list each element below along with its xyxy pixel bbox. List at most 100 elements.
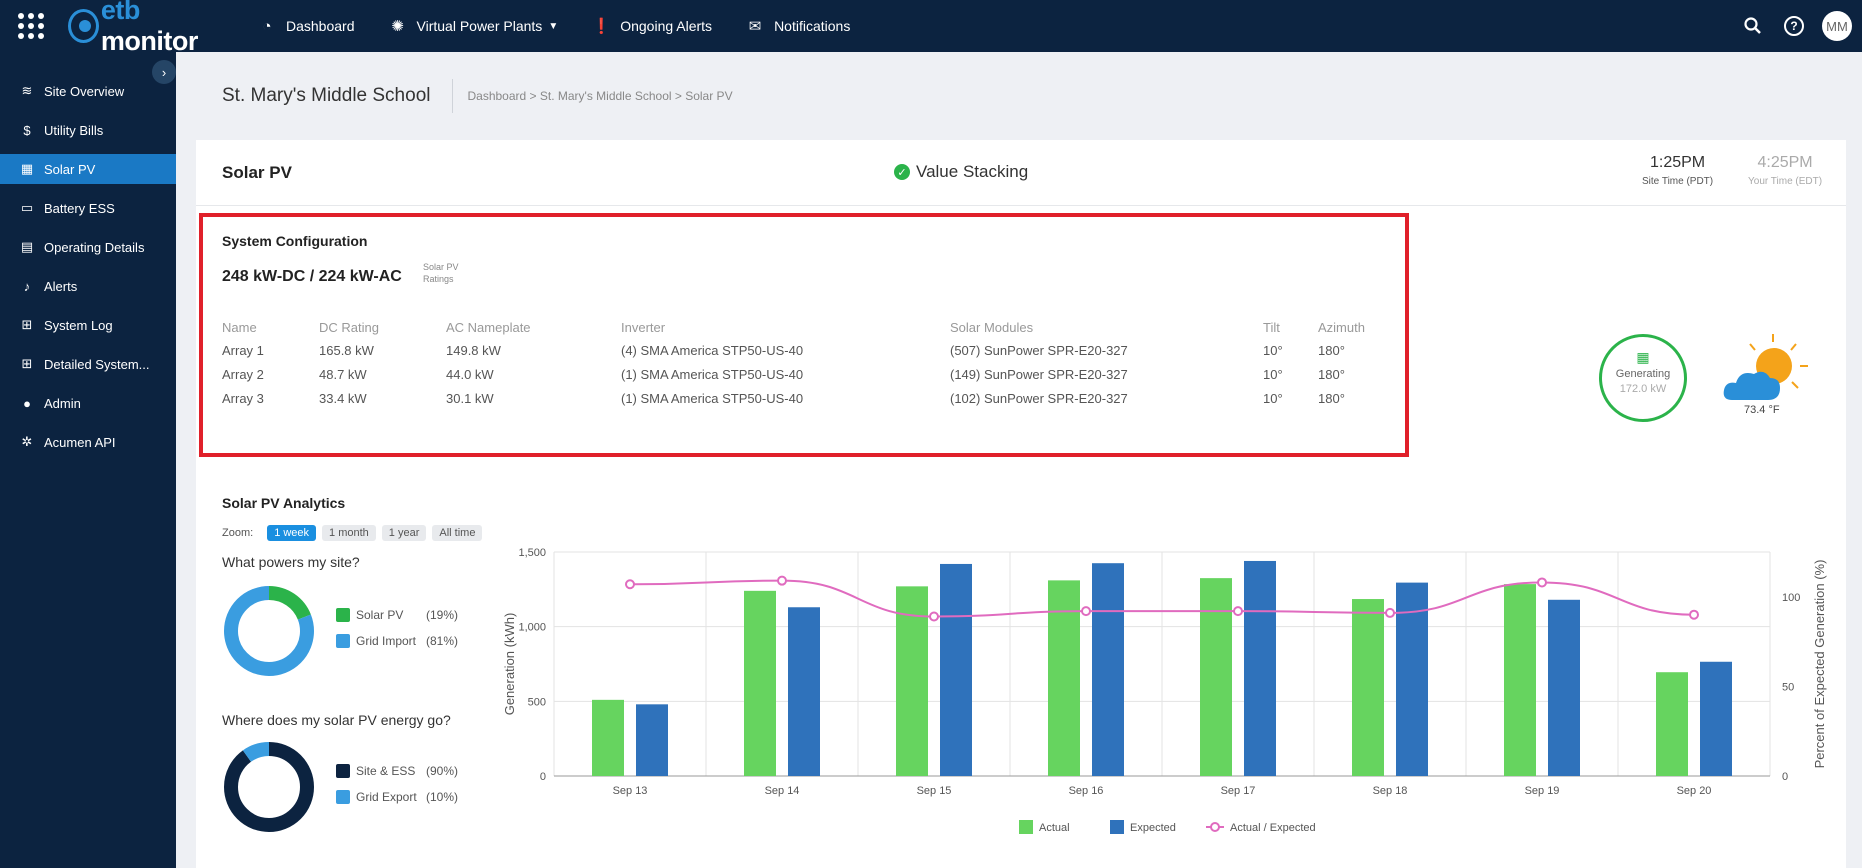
bar-actual	[896, 586, 928, 776]
table-cell: Array 2	[222, 366, 264, 382]
table-cell: 180°	[1318, 390, 1345, 406]
table-cell: (1) SMA America STP50-US-40	[621, 390, 804, 406]
sidebar-item-label: Battery ESS	[44, 200, 115, 216]
nav-ongoing-alerts[interactable]: ❗ Ongoing Alerts	[592, 17, 712, 35]
bar-actual	[1200, 578, 1232, 776]
legend-swatch-point	[1210, 822, 1220, 832]
bell-icon: ♪	[23, 278, 31, 294]
y-tick-label: 0	[540, 771, 546, 783]
sidebar-item-site-overview[interactable]: ≋ Site Overview	[0, 76, 176, 106]
y-axis-title: Generation (kWh)	[502, 613, 517, 716]
partly-cloudy-icon	[1723, 334, 1808, 400]
zoom-1-week-button[interactable]: 1 week	[267, 525, 317, 541]
legend-pct: (10%)	[426, 790, 459, 804]
apps-grid-icon[interactable]	[16, 11, 46, 41]
x-tick-label: Sep 16	[1069, 785, 1104, 797]
sidebar-item-label: Solar PV	[44, 161, 96, 177]
temperature: 73.4 °F	[1744, 404, 1780, 416]
nav-notifications[interactable]: ✉ Notifications	[746, 17, 851, 35]
table-cell: 10°	[1263, 390, 1283, 406]
legend-item: Expected	[1110, 820, 1176, 834]
alert-icon: ❗	[592, 18, 611, 35]
table-cell: 44.0 kW	[446, 366, 494, 382]
table-row: Array 2 48.7 kW 44.0 kW (1) SMA America …	[222, 362, 1388, 386]
sidebar-item-operating-details[interactable]: ▤ Operating Details	[0, 232, 176, 262]
legend-grid-import[interactable]: Grid Import (81%)	[336, 634, 458, 648]
legend-item: Actual	[1019, 820, 1070, 834]
site-time-value: 1:25PM	[1649, 154, 1706, 171]
logo-suffix: monitor	[100, 26, 199, 56]
table-icon: ⊞	[21, 317, 33, 332]
bar-expected	[1092, 563, 1124, 776]
table-cell: (4) SMA America STP50-US-40	[621, 342, 804, 358]
card-header: Solar PV ✓ Value Stacking 1:25PM Site Ti…	[196, 140, 1846, 206]
legend-swatch	[1019, 820, 1033, 834]
x-tick-label: Sep 18	[1373, 785, 1408, 797]
generating-label: Generating	[1615, 368, 1671, 380]
card-title: Solar PV	[222, 162, 292, 182]
search-icon[interactable]	[1744, 17, 1762, 35]
sidebar-item-system-log[interactable]: ⊞ System Log	[0, 310, 176, 340]
sidebar-item-label: Site Overview	[44, 83, 125, 99]
main-nav: ◔ Dashboard ✺ Virtual Power Plants ▼ ❗ O…	[258, 17, 884, 36]
vpp-icon: ✺	[391, 18, 404, 35]
legend-site-ess[interactable]: Site & ESS (90%)	[336, 764, 458, 778]
table-cell: 10°	[1263, 342, 1283, 358]
table-cell: 30.1 kW	[446, 390, 494, 406]
x-tick-label: Sep 14	[765, 785, 800, 797]
bar-expected	[636, 704, 668, 776]
logo[interactable]: etb monitor	[68, 0, 228, 57]
sidebar-item-admin[interactable]: ● Admin	[0, 388, 176, 418]
ratio-line	[629, 579, 1695, 618]
sidebar-item-label: Utility Bills	[44, 122, 104, 138]
chevron-down-icon: ▼	[548, 20, 559, 32]
legend-solar-pv[interactable]: Solar PV (19%)	[336, 608, 458, 622]
user-gear-icon: ●	[23, 395, 31, 411]
table-cell: 10°	[1263, 366, 1283, 382]
help-icon[interactable]: ?	[1784, 16, 1804, 36]
y2-axis-title: Percent of Expected Generation (%)	[1812, 560, 1827, 769]
legend-grid-export[interactable]: Grid Export (10%)	[336, 790, 458, 804]
gears-icon: ✲	[21, 434, 33, 449]
ratio-point	[1689, 609, 1699, 620]
check-circle-icon: ✓	[894, 164, 910, 180]
calendar-icon: ▤	[20, 239, 34, 254]
sidebar-item-detailed-system[interactable]: ⊞ Detailed System...	[0, 349, 176, 379]
sidebar-item-acumen-api[interactable]: ✲ Acumen API	[0, 427, 176, 457]
zoom-all-time-button[interactable]: All time	[432, 525, 483, 541]
legend-pct: (19%)	[426, 608, 459, 622]
legend-swatch	[1110, 820, 1124, 834]
top-bar: etb monitor ◔ Dashboard ✺ Virtual Power …	[0, 0, 1862, 56]
legend-pct: (90%)	[426, 764, 459, 778]
generating-status: ▦ Generating 172.0 kW	[1599, 334, 1687, 422]
ratio-point	[625, 579, 635, 590]
avatar[interactable]: MM	[1822, 11, 1852, 41]
site-time: 1:25PM Site Time (PDT)	[1642, 154, 1713, 187]
bar-expected	[1548, 599, 1580, 776]
donut-slice	[224, 586, 314, 676]
nav-dashboard[interactable]: ◔ Dashboard	[258, 17, 354, 35]
table-cell: (102) SunPower SPR-E20-327	[950, 390, 1128, 406]
zoom-1-month-button[interactable]: 1 month	[322, 525, 376, 541]
bar-actual	[1352, 599, 1384, 776]
nav-alerts-label: Ongoing Alerts	[620, 18, 713, 34]
sidebar-item-alerts[interactable]: ♪ Alerts	[0, 271, 176, 301]
table-row: Array 3 33.4 kW 30.1 kW (1) SMA America …	[222, 386, 1388, 410]
ratio-point	[1537, 577, 1547, 588]
zoom-1-year-button[interactable]: 1 year	[381, 525, 427, 541]
nav-virtual-power-plants[interactable]: ✺ Virtual Power Plants ▼	[389, 17, 559, 35]
system-configuration-panel: System Configuration 248 kW-DC / 224 kW-…	[199, 213, 1409, 457]
breadcrumb[interactable]: Dashboard > St. Mary's Middle School > S…	[467, 89, 733, 103]
sidebar-item-utility-bills[interactable]: $ Utility Bills	[0, 115, 176, 145]
system-configuration-title: System Configuration	[222, 233, 368, 249]
rating-label-line-2: Ratings	[423, 274, 454, 284]
ratio-point	[929, 611, 939, 622]
y-tick-label: 1,500	[518, 547, 546, 559]
dashboard-gauge-icon: ◔	[262, 17, 272, 35]
sidebar-collapse-button[interactable]: ›	[152, 60, 176, 84]
sidebar-item-battery-ess[interactable]: ▭ Battery ESS	[0, 193, 176, 223]
rating-label-line-1: Solar PV	[423, 262, 459, 272]
table-row: Array 1 165.8 kW 149.8 kW (4) SMA Americ…	[222, 338, 1388, 362]
sidebar-item-label: Acumen API	[44, 434, 116, 450]
sidebar-item-solar-pv[interactable]: ▦ Solar PV	[0, 154, 176, 184]
